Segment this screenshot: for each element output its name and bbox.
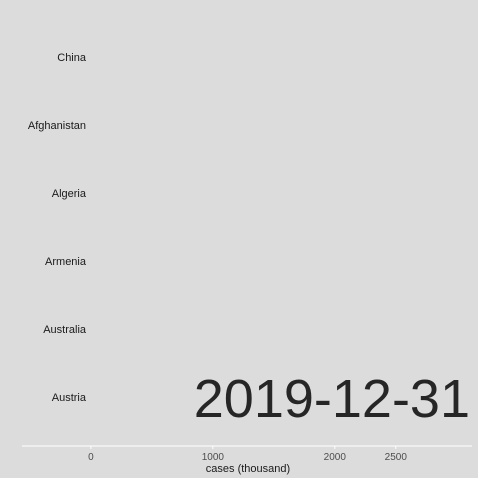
category-label-armenia: Armenia xyxy=(45,256,87,268)
x-tick-label: 0 xyxy=(88,452,94,463)
category-label-china: China xyxy=(57,52,87,64)
date-label: 2019-12-31 xyxy=(194,369,470,429)
x-ticks: 0 1000 2000 2500 xyxy=(88,446,407,463)
category-label-algeria: Algeria xyxy=(52,188,87,200)
x-tick-label: 2500 xyxy=(385,452,408,463)
category-label-austria: Austria xyxy=(52,392,87,404)
category-label-afghanistan: Afghanistan xyxy=(28,120,86,132)
x-tick-label: 1000 xyxy=(202,452,225,463)
category-label-australia: Australia xyxy=(43,324,87,336)
x-tick-label: 2000 xyxy=(324,452,347,463)
category-labels: China Afghanistan Algeria Armenia Australia A… xyxy=(28,52,87,404)
x-axis-title: cases (thousand) xyxy=(206,463,290,475)
